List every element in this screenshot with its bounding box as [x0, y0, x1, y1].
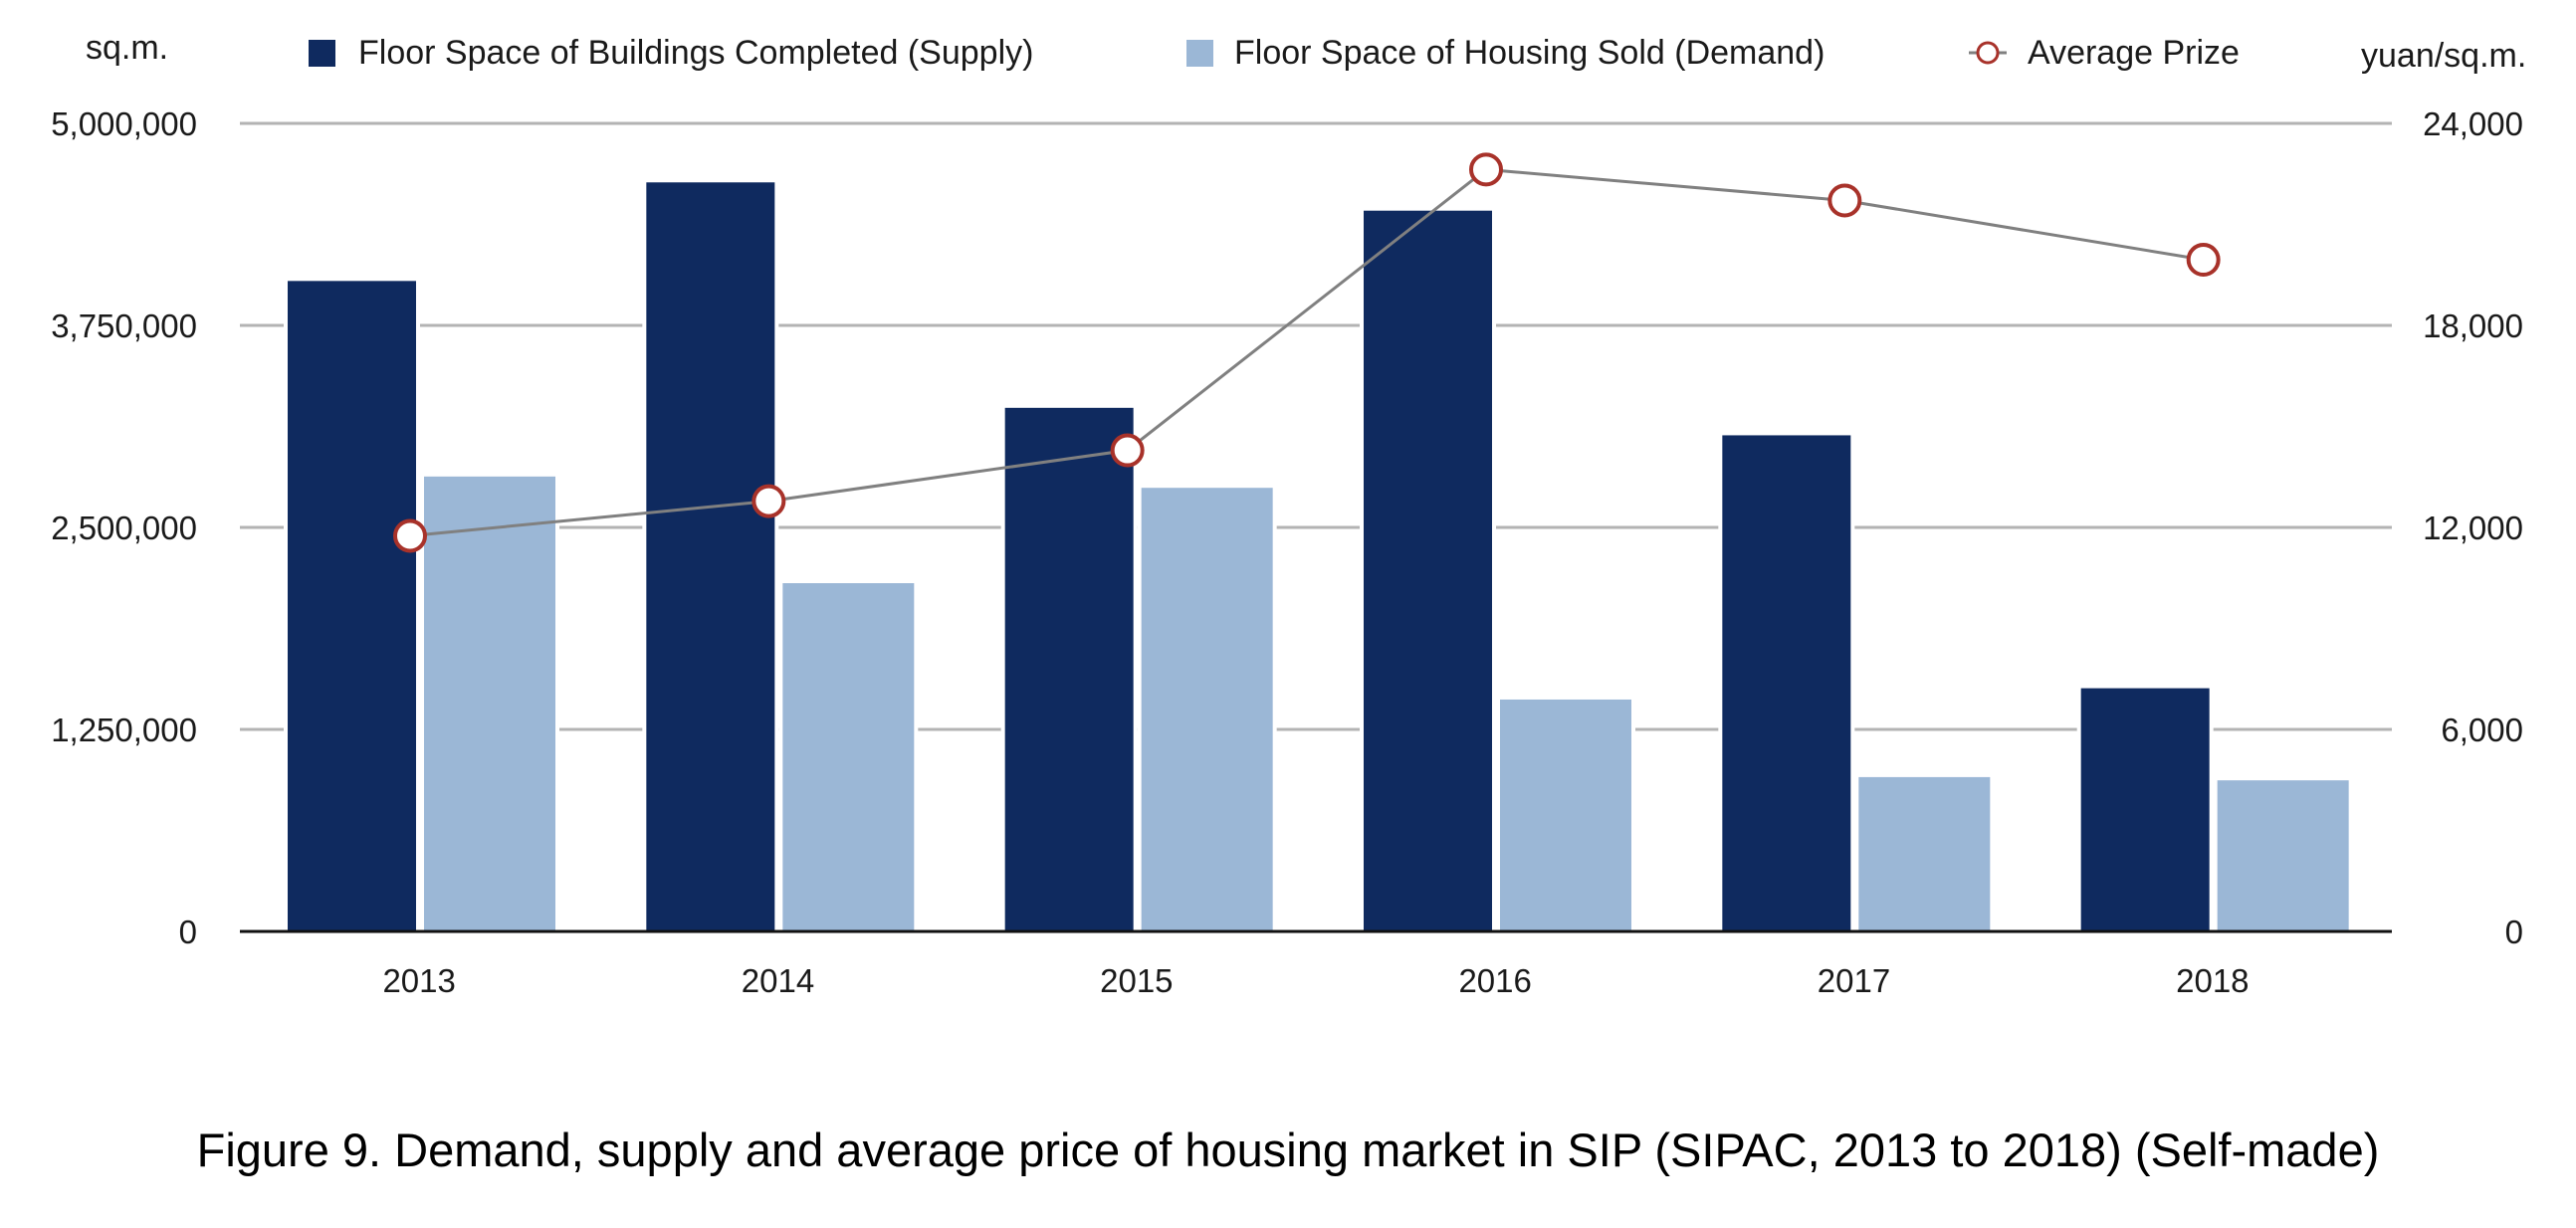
price-line [393, 152, 2221, 553]
figure-caption: Figure 9. Demand, supply and average pri… [196, 1124, 2380, 1176]
price-point [393, 518, 427, 553]
bar-demand [1141, 488, 1273, 931]
y2-tick-label: 18,000 [2423, 307, 2523, 344]
y-tick-label: 5,000,000 [51, 105, 197, 142]
bar-supply [1004, 407, 1134, 932]
legend-marker-price-icon [1976, 41, 2000, 65]
legend-label-demand: Floor Space of Housing Sold (Demand) [1234, 34, 1825, 72]
y-tick-label: 3,750,000 [51, 307, 197, 344]
bars [284, 178, 2353, 932]
legend-swatch-demand [1186, 40, 1213, 67]
y-tick-label: 2,500,000 [51, 510, 197, 546]
gridlines [240, 121, 2392, 731]
legend: sq.m. yuan/sq.m. Floor Space of Buildings … [86, 29, 2526, 75]
bar-supply [288, 281, 416, 932]
y-tick-label: 1,250,000 [51, 712, 197, 748]
x-tick-label: 2018 [2176, 962, 2249, 999]
price-point [751, 484, 786, 518]
bar-supply [646, 182, 775, 931]
bar-demand [2217, 780, 2349, 931]
bar-supply [1722, 435, 1851, 931]
legend-label-supply: Floor Space of Buildings Completed (Supp… [358, 34, 1033, 72]
x-tick-label: 2016 [1458, 962, 1531, 999]
x-tick-label: 2017 [1818, 962, 1890, 999]
y-tick-label: 0 [179, 914, 197, 950]
bar-demand [424, 476, 555, 931]
bar-supply [2080, 688, 2210, 931]
y2-tick-label: 0 [2505, 914, 2523, 950]
y-axis-unit: sq.m. [86, 29, 168, 67]
price-point [1469, 152, 1503, 187]
y2-axis-unit: yuan/sq.m. [2361, 37, 2526, 75]
price-point [1110, 433, 1145, 468]
x-tick-label: 2013 [382, 962, 455, 999]
y2-tick-label: 24,000 [2423, 105, 2523, 142]
price-point [1827, 183, 1862, 218]
legend-label-price: Average Prize [2028, 34, 2240, 72]
bar-supply [1364, 210, 1492, 932]
axes: 0 1,250,000 2,500,000 3,750,000 5,000,000 0 6,… [51, 105, 2523, 999]
price-point [2186, 243, 2221, 278]
bar-demand [782, 583, 915, 931]
y2-tick-label: 12,000 [2423, 510, 2523, 546]
price-line-path [409, 167, 2204, 537]
x-tick-label: 2014 [742, 962, 814, 999]
bar-demand [1500, 699, 1631, 931]
y2-tick-label: 6,000 [2441, 712, 2523, 748]
legend-swatch-supply [309, 40, 335, 67]
bar-demand [1858, 776, 1991, 931]
x-tick-label: 2015 [1100, 962, 1173, 999]
